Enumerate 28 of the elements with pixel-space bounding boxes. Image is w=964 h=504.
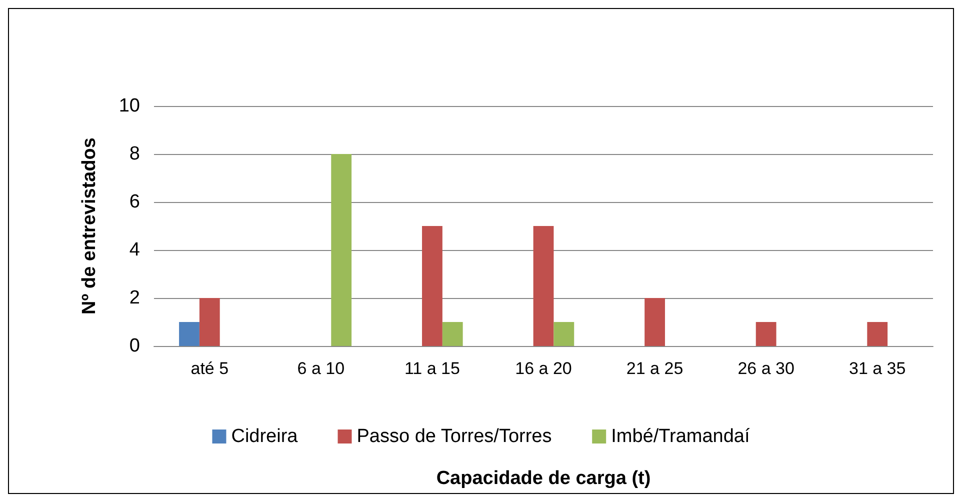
x-tick-label: 31 a 35 bbox=[848, 359, 906, 378]
bar bbox=[554, 322, 574, 346]
bar bbox=[756, 322, 776, 346]
legend-label: Passo de Torres/Torres bbox=[356, 426, 552, 447]
y-tick-label: 8 bbox=[129, 144, 140, 164]
x-tick-label: 11 a 15 bbox=[404, 359, 460, 378]
bar bbox=[331, 154, 352, 346]
y-tick-label: 6 bbox=[129, 192, 140, 212]
x-tick-label: até 5 bbox=[190, 359, 229, 378]
bar bbox=[422, 226, 442, 346]
x-tick-label: 6 a 10 bbox=[297, 359, 345, 378]
bar bbox=[442, 322, 463, 346]
bar bbox=[199, 298, 220, 346]
x-tick-label: 26 a 30 bbox=[738, 359, 794, 378]
bar bbox=[644, 298, 665, 346]
bar bbox=[179, 322, 200, 346]
y-tick-label: 0 bbox=[129, 336, 140, 356]
x-tick-label: 21 a 25 bbox=[626, 359, 684, 378]
x-axis-title: Capacidade de carga (t) bbox=[436, 468, 651, 489]
legend-label: Imbé/Tramandaí bbox=[611, 426, 750, 447]
y-tick-label: 4 bbox=[129, 240, 140, 260]
y-axis-title: Nº de entrevistados bbox=[79, 138, 100, 314]
y-tick-label: 10 bbox=[118, 96, 140, 116]
bar bbox=[867, 322, 888, 346]
bar bbox=[533, 226, 554, 346]
legend-label: Cidreira bbox=[231, 426, 298, 447]
y-tick-label: 2 bbox=[129, 288, 140, 308]
x-tick-label: 16 a 20 bbox=[515, 359, 572, 378]
